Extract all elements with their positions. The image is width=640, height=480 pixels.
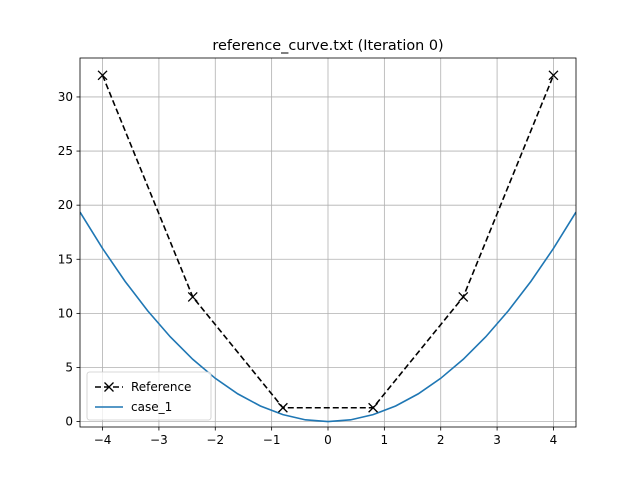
series-case-1: [80, 211, 576, 423]
data-point: [548, 70, 559, 81]
legend-label: case_1: [131, 400, 172, 414]
x-tick-label: 2: [437, 433, 445, 447]
series-line-case-1: [80, 211, 576, 423]
legend-entry-reference: Reference: [95, 380, 191, 394]
data-point: [368, 402, 379, 413]
x-tick-label: −2: [206, 433, 224, 447]
series-line-reference: [101, 75, 555, 409]
y-tick-label: 20: [58, 198, 73, 212]
legend-box: [86, 371, 212, 421]
y-tick-label: 15: [58, 252, 73, 266]
legend-entry-case-1: case_1: [95, 400, 172, 414]
legend-marker: [104, 382, 114, 392]
x-tick-label: 0: [324, 433, 332, 447]
data-point: [97, 70, 108, 81]
data-point: [458, 291, 469, 302]
series-reference: [97, 70, 559, 413]
y-tick-label: 5: [65, 360, 73, 374]
y-tick-label: 25: [58, 144, 73, 158]
data-point: [187, 291, 198, 302]
legend: Reference case_1: [86, 371, 212, 421]
grid: [80, 58, 576, 427]
data-point: [277, 402, 288, 413]
x-tick-label: 4: [550, 433, 558, 447]
chart-title: reference_curve.txt (Iteration 0): [212, 38, 443, 54]
x-tick-label: −4: [94, 433, 112, 447]
plot-series: [80, 70, 576, 423]
y-tick-label: 0: [65, 415, 73, 429]
x-tick-label: −3: [150, 433, 168, 447]
x-tick-label: 3: [493, 433, 501, 447]
legend-label: Reference: [131, 380, 191, 394]
y-tick-label: 30: [58, 90, 73, 104]
x-tick-label: −1: [263, 433, 281, 447]
y-tick-label: 10: [58, 306, 73, 320]
axis-ticks: −4 −3 −2 −1 0 1 2 3 4 0 5 10 15 20 25 30: [58, 90, 558, 447]
x-tick-label: 1: [381, 433, 389, 447]
